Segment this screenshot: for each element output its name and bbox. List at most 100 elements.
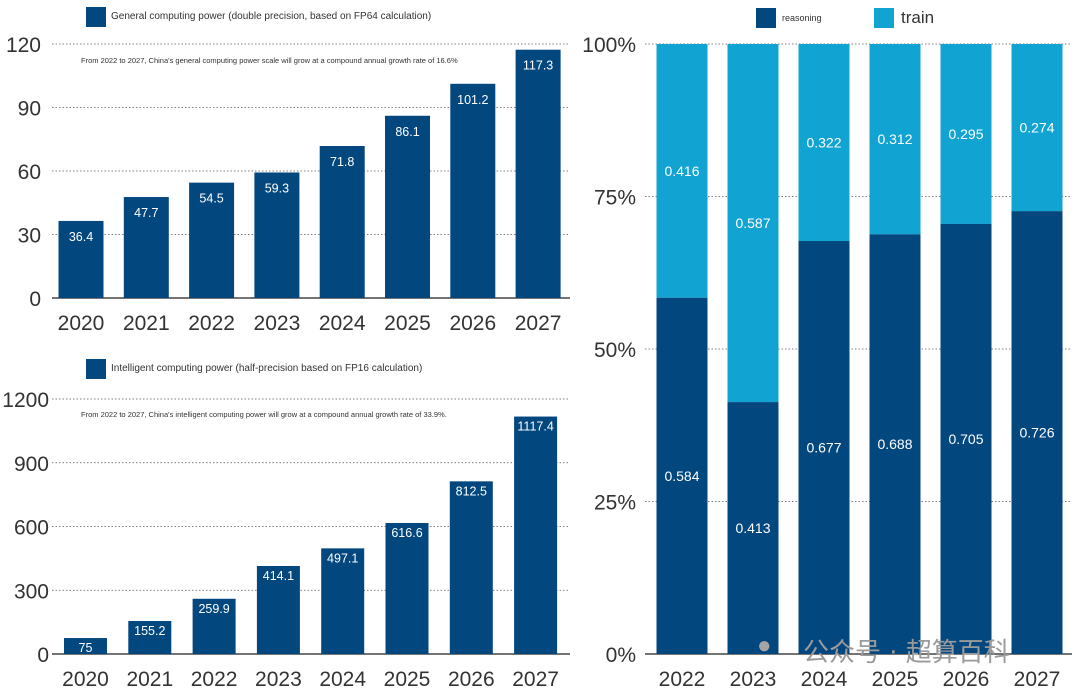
general-chart-bar	[189, 182, 235, 298]
intelligent-chart-xtick-label: 2020	[62, 668, 109, 691]
general-chart-bar	[58, 220, 104, 298]
share-chart-ytick-label: 75%	[594, 187, 636, 210]
general-chart-ytick-label: 60	[18, 161, 41, 184]
annotation-general-cagr: From 2022 to 2027, China's general compu…	[81, 56, 458, 65]
general-chart-value-label: 71.8	[330, 155, 354, 169]
intelligent-chart-bar	[64, 638, 107, 654]
general-chart-bar	[450, 83, 496, 298]
share-chart-reasoning-label: 0.413	[735, 520, 770, 536]
intelligent-chart-xtick-label: 2025	[384, 668, 431, 691]
general-chart-bar	[123, 197, 169, 298]
share-chart-bar-reasoning	[656, 297, 708, 654]
general-chart-xtick-label: 2024	[319, 312, 366, 335]
intelligent-chart-bar	[192, 598, 236, 654]
general-chart-ytick-label: 0	[29, 288, 41, 311]
intelligent-chart-value-label: 414.1	[263, 569, 294, 583]
share-chart-bar-reasoning	[727, 402, 779, 654]
share-chart-bar-train	[940, 44, 992, 224]
general-chart-value-label: 36.4	[69, 230, 93, 244]
general-chart-xtick-label: 2021	[123, 312, 170, 335]
general-chart-xtick-label: 2025	[384, 312, 431, 335]
share-chart-train-label: 0.274	[1019, 120, 1054, 136]
general-chart-bar	[254, 172, 300, 298]
general-chart-ytick-label: 120	[6, 34, 41, 57]
general-chart-ytick-label: 30	[18, 225, 41, 248]
share-chart-bar-reasoning	[869, 234, 921, 654]
general-chart-value-label: 54.5	[199, 192, 223, 206]
share-chart-bar-train	[656, 44, 708, 298]
share-chart-bar-reasoning	[940, 223, 992, 654]
general-chart-bar	[385, 115, 430, 298]
share-chart-reasoning-label: 0.726	[1019, 425, 1054, 441]
share-chart-bar-train	[1011, 44, 1063, 212]
intelligent-chart-xtick-label: 2024	[319, 668, 366, 691]
share-chart-reasoning-label: 0.705	[948, 431, 983, 447]
intelligent-chart-value-label: 1117.4	[517, 420, 553, 434]
watermark: 公众号 · 超算百科	[803, 638, 1010, 668]
share-chart-bar-train	[798, 44, 850, 242]
share-chart-xtick-label: 2025	[872, 668, 919, 691]
share-chart-xtick-label: 2026	[943, 668, 990, 691]
legend-general-label: General computing power (double precisio…	[111, 11, 432, 22]
share-chart-reasoning-label: 0.688	[877, 436, 912, 452]
intelligent-chart-ytick-label: 600	[14, 517, 49, 540]
share-chart-xtick-label: 2024	[801, 668, 848, 691]
intelligent-chart-xtick-label: 2023	[255, 668, 302, 691]
intelligent-chart-ytick-label: 1200	[2, 389, 49, 412]
share-chart-bar-train	[869, 44, 921, 235]
intelligent-chart-xtick-label: 2022	[191, 668, 238, 691]
general-chart-bar	[319, 146, 365, 298]
share-chart-reasoning-label: 0.584	[664, 468, 699, 484]
intelligent-chart-value-label: 812.5	[456, 484, 487, 498]
share-chart-ytick-label: 50%	[594, 339, 636, 362]
share-chart-train-label: 0.416	[664, 163, 699, 179]
intelligent-chart-bar	[128, 621, 172, 654]
general-chart-value-label: 101.2	[457, 93, 488, 107]
share-chart-reasoning-label: 0.677	[806, 440, 841, 456]
share-chart-xtick-label: 2023	[730, 668, 777, 691]
intelligent-chart-value-label: 75	[79, 641, 93, 655]
intelligent-chart-bar	[385, 522, 429, 654]
share-chart-train-label: 0.312	[877, 131, 912, 147]
intelligent-chart-bar	[321, 548, 365, 654]
general-chart-value-label: 59.3	[265, 181, 289, 195]
share-chart-bar-train	[727, 44, 779, 403]
intelligent-chart-bar	[514, 416, 558, 654]
share-chart-ytick-label: 0%	[606, 644, 636, 667]
intelligent-chart-value-label: 616.6	[391, 526, 422, 540]
share-chart-train-label: 0.587	[735, 215, 770, 231]
intelligent-chart-xtick-label: 2027	[512, 668, 559, 691]
intelligent-chart-xtick-label: 2026	[448, 668, 495, 691]
general-chart-xtick-label: 2026	[449, 312, 496, 335]
legend-intelligent-label: Intelligent computing power (half-precis…	[111, 363, 423, 374]
share-chart-xtick-label: 2027	[1014, 668, 1061, 691]
legend-swatch-train	[874, 8, 894, 28]
intelligent-chart-bar	[449, 481, 493, 654]
legend-swatch-general	[86, 7, 106, 27]
general-chart-xtick-label: 2022	[188, 312, 235, 335]
share-chart-ytick-label: 25%	[594, 492, 636, 515]
intelligent-chart-ytick-label: 0	[37, 644, 49, 667]
share-chart-train-label: 0.322	[806, 135, 841, 151]
share-chart-ytick-label: 100%	[582, 34, 636, 57]
general-chart-ytick-label: 90	[18, 98, 41, 121]
annotation-intelligent-cagr: From 2022 to 2027, China's intelligent c…	[81, 410, 447, 419]
general-chart-bar	[515, 49, 561, 299]
share-chart-train-label: 0.295	[948, 126, 983, 142]
general-chart-xtick-label: 2020	[58, 312, 105, 335]
intelligent-chart-value-label: 155.2	[134, 624, 165, 638]
legend-swatch-reasoning	[756, 8, 776, 28]
legend-reasoning-label: reasoning	[782, 13, 822, 23]
intelligent-chart-ytick-label: 900	[14, 453, 49, 476]
share-chart-bar-reasoning	[798, 241, 850, 654]
intelligent-chart-bar	[256, 566, 300, 654]
legend-train-label: train	[901, 8, 935, 27]
intelligent-chart-xtick-label: 2021	[126, 668, 173, 691]
general-chart-xtick-label: 2023	[254, 312, 301, 335]
intelligent-chart-ytick-label: 300	[14, 580, 49, 603]
legend-swatch-intelligent	[86, 359, 106, 379]
general-chart-value-label: 47.7	[134, 206, 158, 220]
share-chart-xtick-label: 2022	[659, 668, 706, 691]
watermark-logo-icon: ●	[757, 632, 772, 659]
